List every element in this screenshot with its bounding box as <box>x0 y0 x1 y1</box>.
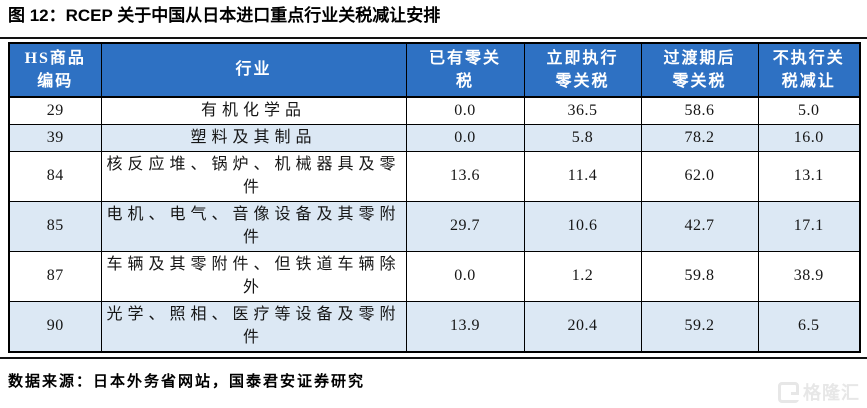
value-cell: 13.1 <box>757 151 861 202</box>
value-cell: 62.0 <box>640 151 759 202</box>
industry-cell: 有机化学品 <box>100 96 407 125</box>
value-cell: 20.4 <box>523 301 642 353</box>
value-cell: 58.6 <box>640 96 759 125</box>
value-cell: 5.8 <box>523 124 642 152</box>
hs-code-cell: 90 <box>8 301 102 353</box>
top-divider <box>0 37 867 39</box>
value-cell: 36.5 <box>523 96 642 125</box>
col-header-hs-code: HS商品 编码 <box>8 42 102 98</box>
industry-cell: 核反应堆、锅炉、机械器具及零件 <box>100 151 407 202</box>
col-header-no-tariff-reduction: 不执行关 税减让 <box>757 42 861 98</box>
value-cell: 78.2 <box>640 124 759 152</box>
value-cell: 6.5 <box>757 301 861 353</box>
table-row: 84 核反应堆、锅炉、机械器具及零件 13.6 11.4 62.0 13.1 <box>8 151 861 202</box>
value-cell: 11.4 <box>523 151 642 202</box>
figure-title: 图 12：RCEP 关于中国从日本进口重点行业关税减让安排 <box>8 6 441 25</box>
value-cell: 59.2 <box>640 301 759 353</box>
value-cell: 59.8 <box>640 251 759 302</box>
value-cell: 42.7 <box>640 201 759 252</box>
table-row: 29 有机化学品 0.0 36.5 58.6 5.0 <box>8 96 861 125</box>
table-row: 90 光学、照相、医疗等设备及零附件 13.9 20.4 59.2 6.5 <box>8 301 861 353</box>
value-cell: 0.0 <box>405 251 525 302</box>
industry-cell: 车辆及其零附件、但铁道车辆除外 <box>100 251 407 302</box>
value-cell: 38.9 <box>757 251 861 302</box>
industry-cell: 塑料及其制品 <box>100 124 407 152</box>
value-cell: 0.0 <box>405 124 525 152</box>
table-row: 85 电机、电气、音像设备及其零附件 29.7 10.6 42.7 17.1 <box>8 201 861 252</box>
col-header-industry: 行业 <box>100 42 407 98</box>
industry-cell: 光学、照相、医疗等设备及零附件 <box>100 301 407 353</box>
value-cell: 1.2 <box>523 251 642 302</box>
value-cell: 13.6 <box>405 151 525 202</box>
col-header-immediate-zero-tariff: 立即执行 零关税 <box>523 42 642 98</box>
table-row: 87 车辆及其零附件、但铁道车辆除外 0.0 1.2 59.8 38.9 <box>8 251 861 302</box>
col-header-post-transition-zero-tariff: 过渡期后 零关税 <box>640 42 759 98</box>
hs-code-cell: 87 <box>8 251 102 302</box>
hs-code-cell: 84 <box>8 151 102 202</box>
gelonghui-logo-icon <box>778 381 799 403</box>
value-cell: 5.0 <box>757 96 861 125</box>
value-cell: 17.1 <box>757 201 861 252</box>
source-note: 数据来源：日本外务省网站，国泰君安证券研究 <box>8 374 366 390</box>
value-cell: 16.0 <box>757 124 861 152</box>
bottom-divider <box>0 357 867 359</box>
value-cell: 10.6 <box>523 201 642 252</box>
value-cell: 13.9 <box>405 301 525 353</box>
hs-code-cell: 29 <box>8 96 102 125</box>
hs-code-cell: 85 <box>8 201 102 252</box>
value-cell: 29.7 <box>405 201 525 252</box>
tariff-table: HS商品 编码 行业 已有零关 税 立即执行 零关税 过渡期后 零关税 不执行关… <box>8 42 861 353</box>
gelonghui-logo: 格隆汇 <box>778 379 860 405</box>
table-row: 39 塑料及其制品 0.0 5.8 78.2 16.0 <box>8 124 861 152</box>
hs-code-cell: 39 <box>8 124 102 152</box>
industry-cell: 电机、电气、音像设备及其零附件 <box>100 201 407 252</box>
gelonghui-logo-text: 格隆汇 <box>803 383 860 403</box>
table-header-row: HS商品 编码 行业 已有零关 税 立即执行 零关税 过渡期后 零关税 不执行关… <box>8 42 861 98</box>
col-header-existing-zero-tariff: 已有零关 税 <box>405 42 525 98</box>
value-cell: 0.0 <box>405 96 525 125</box>
